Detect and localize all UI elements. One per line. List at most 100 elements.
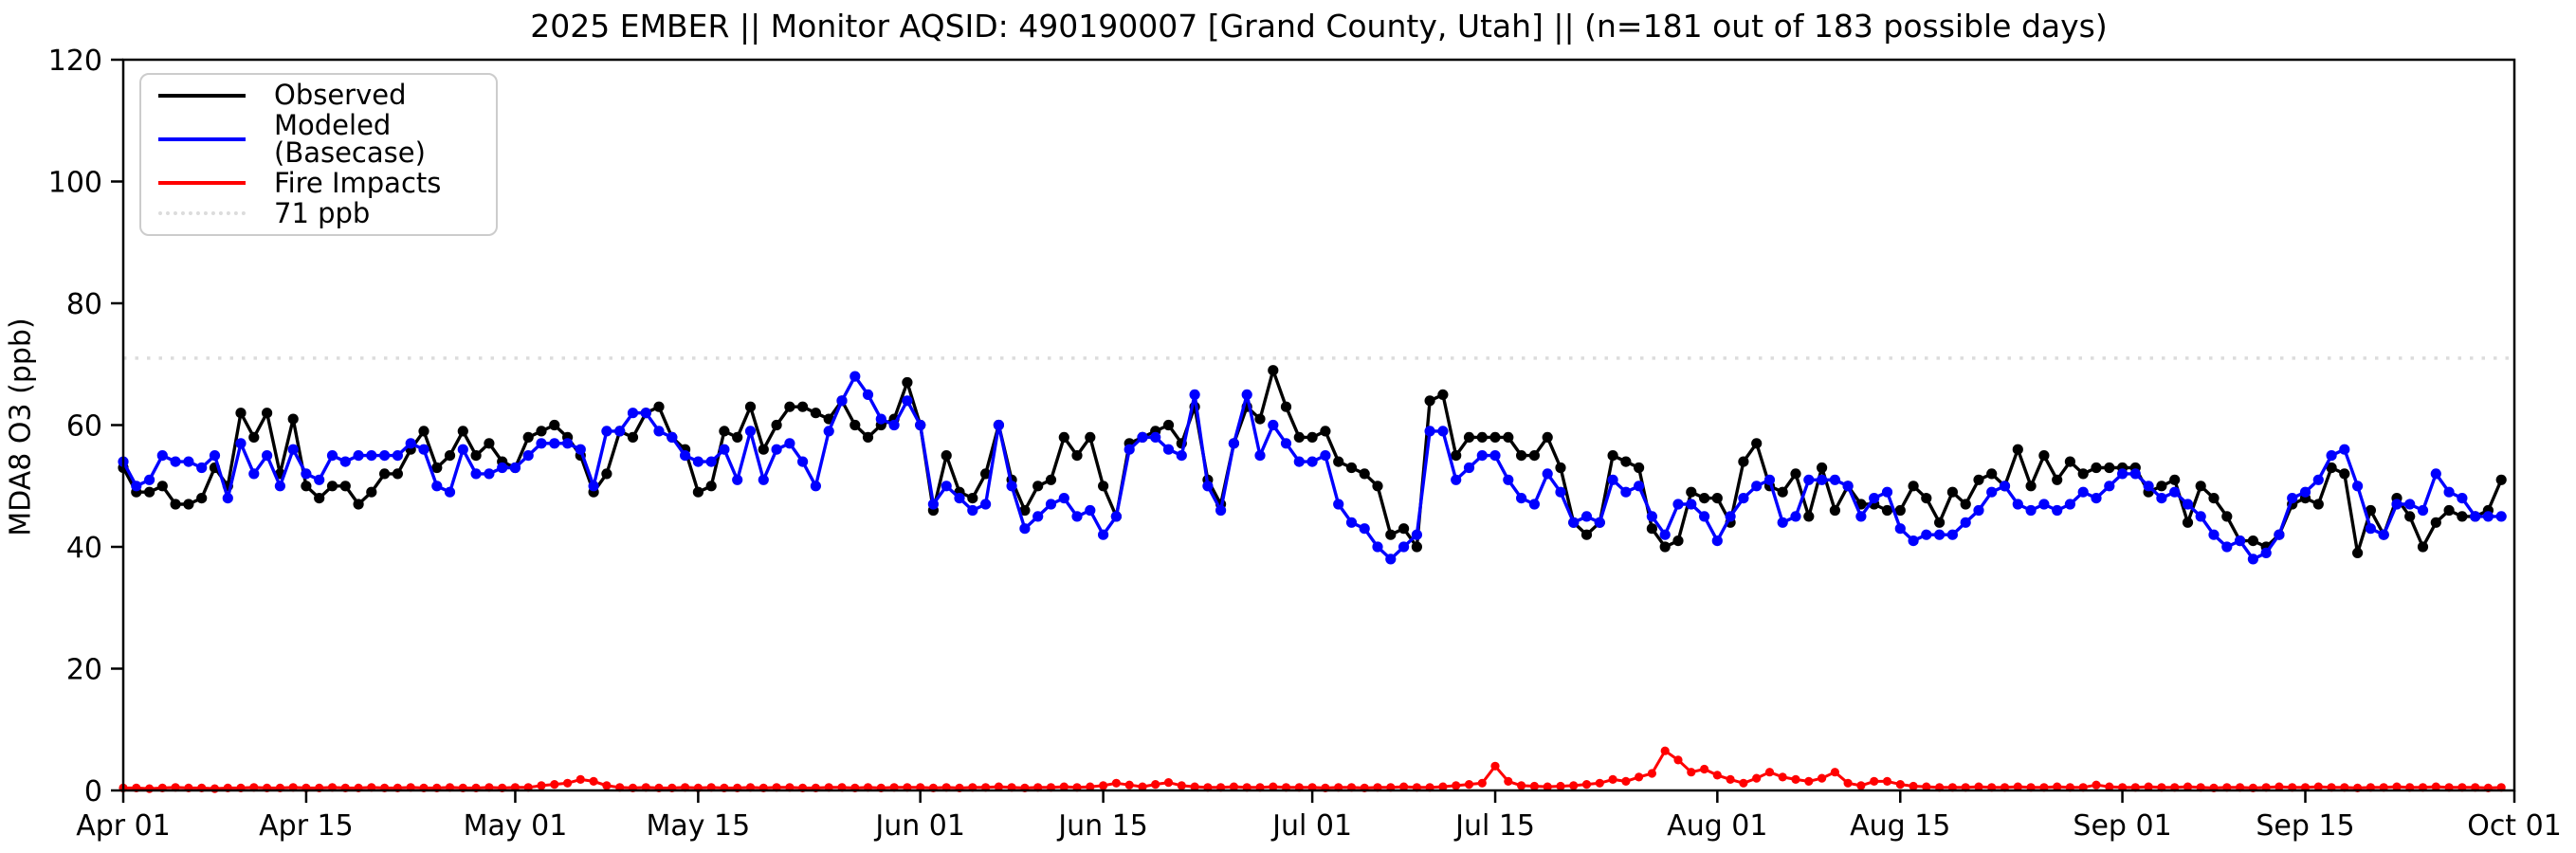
fire-impacts-series-point [1099, 781, 1108, 790]
chart-title: 2025 EMBER || Monitor AQSID: 490190007 [… [530, 8, 2108, 45]
legend-item-modeled: Modeled (Basecase) [141, 112, 496, 167]
modeled-series-point [1580, 511, 1593, 522]
modeled-series-point [2143, 481, 2154, 492]
observed-series-point [326, 481, 338, 492]
modeled-series-point [2470, 511, 2481, 522]
fire-impacts-series-point [994, 782, 1003, 791]
modeled-series-line [121, 374, 2502, 561]
observed-series-point [2247, 535, 2258, 547]
observed-series-point [2208, 493, 2220, 504]
modeled-series-point [1620, 486, 1632, 498]
observed-series-point [2064, 456, 2075, 467]
fire-impacts-series-point [2392, 782, 2402, 791]
observed-series-point [1424, 395, 1435, 407]
fire-impacts-series-point [2431, 782, 2440, 791]
observed-series-point [1646, 523, 1657, 535]
y-tick-label: 40 [66, 532, 102, 565]
observed-series-point [1019, 504, 1031, 517]
modeled-series-point [1359, 523, 1370, 535]
y-tick-label: 80 [66, 288, 102, 321]
modeled-series-point [156, 450, 168, 462]
modeled-series-point [2352, 481, 2364, 492]
modeled-series-point [653, 426, 665, 437]
observed-series-point [2012, 444, 2023, 455]
x-tick-label: Oct 01 [2467, 809, 2562, 843]
observed-series-point [627, 431, 639, 443]
modeled-series-point [614, 426, 626, 437]
modeled-series-point [1894, 523, 1906, 535]
y-tick-label: 20 [66, 654, 102, 687]
modeled-series-point [1763, 474, 1776, 485]
x-tick-label: Apr 01 [76, 809, 171, 843]
modeled-series-point [2012, 499, 2023, 510]
fire-impacts-series-point [1464, 780, 1474, 789]
fire-impacts-series-point [2013, 782, 2022, 791]
threshold-line-swatch [158, 211, 246, 216]
modeled-series-point [392, 450, 403, 462]
observed-series-point [287, 413, 299, 425]
fire-impacts-series-point [1124, 780, 1134, 789]
observed-series-point [522, 431, 534, 443]
modeled-series-point [183, 456, 194, 467]
modeled-series-point [2378, 529, 2389, 540]
modeled-series-point [967, 504, 978, 517]
observed-series-point [470, 450, 482, 462]
modeled-series-point [692, 456, 704, 467]
observed-series-point [457, 426, 468, 437]
observed-series-point [758, 444, 769, 455]
observed-series-point [301, 481, 312, 492]
modeled-series-point [1162, 444, 1175, 455]
observed-series-point [444, 450, 456, 462]
observed-series-point [1437, 389, 1449, 400]
observed-series-point [1071, 450, 1083, 462]
modeled-series-point [875, 413, 886, 425]
observed-series-point [156, 481, 168, 492]
observed-series-point [1555, 462, 1566, 474]
fire-impacts-series-point [1438, 782, 1448, 791]
modeled-series-point [640, 408, 651, 419]
modeled-series-point [850, 371, 861, 382]
observed-series-point [1503, 431, 1514, 443]
modeled-series-point [131, 481, 142, 492]
fire-impacts-series-point [1791, 774, 1800, 785]
modeled-series-point [1803, 474, 1815, 485]
modeled-series-point [771, 444, 782, 455]
observed-series-point [536, 426, 547, 437]
modeled-series-point [1032, 511, 1044, 522]
observed-series-point [2326, 462, 2337, 474]
observed-series-point [1751, 438, 1763, 449]
x-tick-label: Aug 15 [1850, 809, 1950, 843]
modeled-series-point [1019, 523, 1031, 535]
x-tick-label: Jul 15 [1453, 809, 1535, 843]
modeled-series-point [797, 456, 809, 467]
modeled-series-point [2235, 535, 2246, 547]
fire-impacts-series-point [1269, 782, 1278, 791]
x-tick-label: Jun 15 [1056, 809, 1148, 843]
modeled-series-point [2156, 493, 2167, 504]
observed-series-point [1790, 468, 1801, 480]
fire-impacts-series [119, 746, 2506, 793]
fire-impacts-series-point [1804, 776, 1814, 787]
observed-series-point [1634, 462, 1645, 474]
modeled-series-point [1372, 541, 1383, 553]
observed-series-point [797, 401, 809, 412]
observed-series-point [2457, 511, 2468, 522]
modeled-series-point [1817, 474, 1828, 485]
modeled-series-point [287, 444, 299, 455]
modeled-series-point [927, 499, 940, 510]
modeled-series-point [902, 395, 913, 407]
observed-series-point [1711, 493, 1723, 504]
modeled-series-point [2299, 486, 2311, 498]
modeled-series-point [1921, 529, 1932, 540]
modeled-series-point [536, 438, 547, 449]
modeled-series-point [1424, 426, 1435, 437]
modeled-series-point [431, 481, 443, 492]
fire-impacts-series-point [537, 781, 546, 790]
fire-impacts-series-point [2053, 782, 2062, 791]
modeled-series-point [1254, 450, 1266, 462]
modeled-series-point [2247, 554, 2258, 565]
observed-series-point [1620, 456, 1632, 467]
modeled-series-point [1790, 511, 1801, 522]
observed-series-point [1451, 450, 1462, 462]
